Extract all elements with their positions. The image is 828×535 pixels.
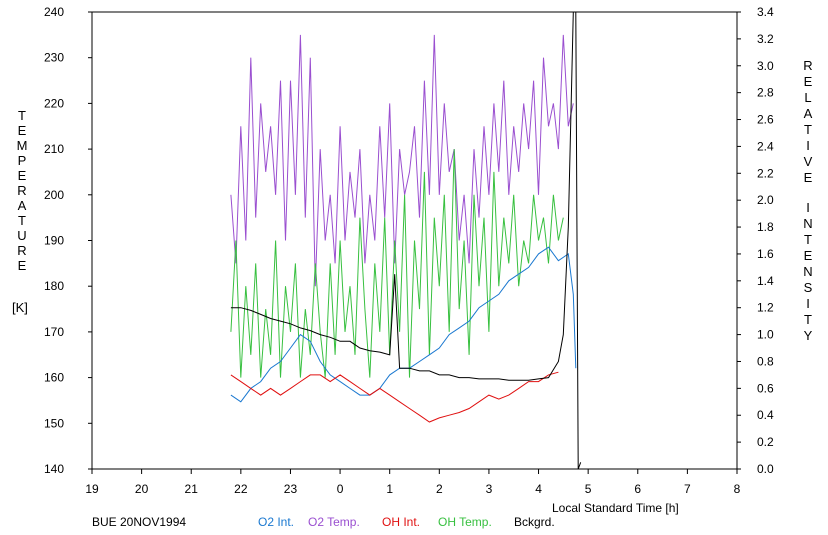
left-tick-label: 220 — [44, 96, 64, 110]
series-line-bckgrd — [230, 12, 582, 469]
right-axis-letter: E — [804, 248, 813, 263]
right-axis-letter: I — [806, 296, 810, 311]
right-tick-label: 2.0 — [757, 193, 774, 207]
right-tick-label: 0.4 — [757, 408, 774, 422]
x-tick-label: 4 — [535, 482, 542, 496]
right-axis-letter: S — [804, 280, 813, 295]
legend-entry: OH Temp. — [438, 515, 492, 529]
right-tick-label: 2.2 — [757, 166, 774, 180]
legend-entry: OH Int. — [382, 515, 420, 529]
right-tick-label: 1.0 — [757, 328, 774, 342]
left-axis-letter: E — [18, 123, 27, 138]
right-axis-ticks: 0.0 0.2 0.4 0.6 0.8 1.0 1.2 1.4 1.6 1.8 2.0 2.2 2.4 2… — [737, 5, 774, 476]
right-tick-label: 1.2 — [757, 301, 774, 315]
left-tick-label: 240 — [44, 5, 64, 19]
left-tick-label: 200 — [44, 188, 64, 202]
series-layer — [230, 12, 582, 469]
left-axis-unit-label: [K] — [12, 300, 28, 315]
right-tick-label: 2.6 — [757, 113, 774, 127]
left-tick-label: 160 — [44, 371, 64, 385]
station-label: BUE 20NOV1994 — [92, 515, 186, 529]
left-axis-letter: R — [17, 183, 26, 198]
right-axis-letter: I — [806, 138, 810, 153]
legend-entry: O2 Temp. — [308, 515, 360, 529]
x-tick-label: 5 — [585, 482, 592, 496]
left-tick-label: 170 — [44, 325, 64, 339]
left-tick-label: 140 — [44, 462, 64, 476]
left-tick-label: 210 — [44, 142, 64, 156]
left-axis-letter: E — [18, 168, 27, 183]
x-tick-label: 22 — [234, 482, 248, 496]
right-axis-letter: N — [803, 216, 812, 231]
x-axis-ticks: 19 20 21 22 23 0 1 2 3 4 5 6 7 8 — [85, 469, 741, 496]
x-tick-label: 0 — [337, 482, 344, 496]
right-tick-label: 3.2 — [757, 32, 774, 46]
left-tick-label: 190 — [44, 234, 64, 248]
left-axis-letter: T — [18, 213, 26, 228]
right-axis-letter: I — [806, 200, 810, 215]
x-axis-label: Local Standard Time [h] — [552, 501, 679, 515]
left-axis-ticks: 140 150 160 170 180 190 200 210 220 230 240 — [44, 5, 92, 476]
right-axis-letter: N — [803, 264, 812, 279]
legend-entry: Bckgrd. — [514, 515, 555, 529]
left-axis-letter: A — [18, 198, 27, 213]
series-line-oh-temp — [230, 149, 564, 378]
x-tick-label: 19 — [85, 482, 99, 496]
left-axis-letter: R — [17, 243, 26, 258]
right-axis-letter: E — [804, 170, 813, 185]
series-line-o2-temp — [230, 34, 574, 287]
left-axis-letter: T — [18, 108, 26, 123]
x-tick-label: 2 — [436, 482, 443, 496]
right-tick-label: 1.6 — [757, 247, 774, 261]
right-tick-label: 3.0 — [757, 59, 774, 73]
right-axis-letter: Y — [804, 328, 813, 343]
left-axis-letter: M — [17, 138, 28, 153]
legend-entry: O2 Int. — [258, 515, 294, 529]
right-axis-letter: E — [804, 74, 813, 89]
right-axis-letter: T — [804, 232, 812, 247]
right-tick-label: 0.8 — [757, 354, 774, 368]
left-tick-label: 230 — [44, 51, 64, 65]
right-tick-label: 0.2 — [757, 435, 774, 449]
x-tick-label: 20 — [135, 482, 149, 496]
right-tick-label: 2.8 — [757, 86, 774, 100]
x-tick-label: 1 — [386, 482, 393, 496]
left-axis-letter: U — [17, 228, 26, 243]
right-axis-letter: R — [803, 58, 812, 73]
right-tick-label: 1.4 — [757, 274, 774, 288]
x-tick-label: 23 — [284, 482, 298, 496]
right-axis-letter: L — [804, 90, 811, 105]
right-axis-letter: V — [804, 154, 813, 169]
right-tick-label: 0.6 — [757, 381, 774, 395]
left-tick-label: 150 — [44, 416, 64, 430]
right-tick-label: 3.4 — [757, 5, 774, 19]
series-line-oh-int — [230, 371, 559, 423]
right-tick-label: 2.4 — [757, 139, 774, 153]
legend: O2 Int. O2 Temp. OH Int. OH Temp. Bckgrd. — [258, 515, 555, 529]
right-axis-letter: T — [804, 122, 812, 137]
right-axis-letter: A — [804, 106, 813, 121]
left-axis-letter: E — [18, 258, 27, 273]
left-axis-letter: P — [18, 153, 27, 168]
x-tick-label: 7 — [684, 482, 691, 496]
x-tick-label: 3 — [486, 482, 493, 496]
x-tick-label: 21 — [185, 482, 199, 496]
x-tick-label: 8 — [734, 482, 741, 496]
right-tick-label: 1.8 — [757, 220, 774, 234]
left-tick-label: 180 — [44, 279, 64, 293]
right-tick-label: 0.0 — [757, 462, 774, 476]
x-tick-label: 6 — [634, 482, 641, 496]
right-axis-letter: T — [804, 312, 812, 327]
